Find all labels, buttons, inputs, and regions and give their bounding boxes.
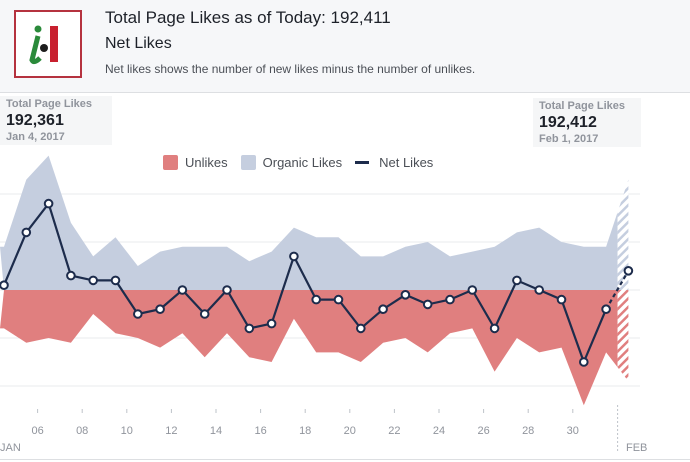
net-likes-point (155, 304, 165, 315)
net-likes-point (43, 198, 54, 209)
x-tick-label: 08 (76, 425, 88, 437)
legend-label: Unlikes (185, 155, 228, 170)
organic-likes-area-partial (617, 179, 629, 290)
page-logo (14, 10, 82, 78)
net-likes-point (512, 275, 522, 286)
net-likes-point (356, 323, 366, 334)
net-likes-point (0, 280, 9, 290)
net-likes-point (489, 323, 500, 334)
net-likes-point (311, 294, 322, 305)
x-tick-label: 30 (567, 425, 579, 437)
x-tick-label: 06 (31, 425, 43, 437)
legend-label: Organic Likes (262, 155, 343, 170)
legend-item-organic-likes[interactable]: Organic Likes (240, 155, 343, 170)
net-likes-point (333, 294, 344, 305)
net-likes-point (623, 266, 634, 276)
divider (0, 459, 690, 460)
net-likes-point (110, 275, 121, 286)
page-title: Total Page Likes as of Today: 192,411 (105, 8, 391, 27)
net-likes-point (289, 251, 299, 262)
unlikes-area-partial (617, 290, 629, 382)
month-label-jan: JAN (0, 442, 21, 454)
net-likes-point (422, 299, 433, 310)
tooltip-value: 192,361 (6, 112, 64, 129)
organic-likes-area (0, 155, 618, 290)
net-likes-point (556, 294, 567, 305)
x-tick-label: 24 (433, 425, 445, 437)
x-tick-label: 28 (522, 425, 534, 437)
net-likes-point (534, 285, 545, 295)
tooltip-value: 192,412 (539, 114, 597, 131)
net-likes-point (199, 309, 210, 319)
legend-swatch (240, 155, 256, 170)
tooltip-end: Total Page Likes 192,412 Feb 1, 2017 (533, 98, 641, 147)
legend-label: Net Likes (379, 155, 434, 170)
net-likes-point (88, 275, 98, 286)
net-likes-line (2, 201, 608, 366)
net-likes-line-partial (605, 270, 630, 310)
x-tick-label: 26 (477, 425, 489, 437)
net-likes-point (21, 227, 32, 238)
tooltip-label: Total Page Likes (539, 100, 625, 112)
x-tick-label: 18 (299, 425, 311, 437)
x-tick-label: 12 (165, 425, 177, 437)
net-likes-point (222, 285, 232, 295)
net-likes-point (378, 304, 388, 315)
x-tick-label: 20 (344, 425, 356, 437)
net-likes-point (177, 285, 188, 295)
net-likes-point (445, 294, 455, 305)
tooltip-date: Jan 4, 2017 (6, 131, 65, 143)
chart-description: Net likes shows the number of new likes … (105, 62, 476, 76)
chart-subtitle: Net Likes (105, 35, 172, 52)
net-likes-point (579, 357, 589, 367)
legend-item-net-likes[interactable]: Net Likes (355, 155, 433, 170)
net-likes-point (133, 309, 143, 319)
tooltip-date: Feb 1, 2017 (539, 133, 599, 145)
net-likes-point (66, 270, 76, 281)
net-likes-point (601, 304, 611, 315)
net-likes-point (244, 323, 255, 334)
legend-item-unlikes[interactable]: Unlikes (163, 155, 228, 170)
net-likes-point (467, 285, 478, 295)
tooltip-start: Total Page Likes 192,361 Jan 4, 2017 (0, 96, 112, 145)
legend-swatch (355, 161, 370, 164)
net-likes-point (400, 290, 411, 300)
legend-swatch (163, 155, 178, 170)
x-tick-label: 14 (210, 425, 222, 437)
tooltip-label: Total Page Likes (6, 98, 92, 110)
unlikes-area (0, 290, 618, 406)
net-likes-point (266, 318, 277, 329)
chart-legend: Unlikes Organic Likes Net Likes (163, 155, 446, 170)
x-tick-label: 22 (388, 425, 400, 437)
month-label-feb: FEB (626, 442, 647, 454)
header: Total Page Likes as of Today: 192,411 Ne… (0, 0, 690, 93)
x-tick-label: 16 (254, 425, 266, 437)
x-tick-label: 10 (121, 425, 133, 437)
